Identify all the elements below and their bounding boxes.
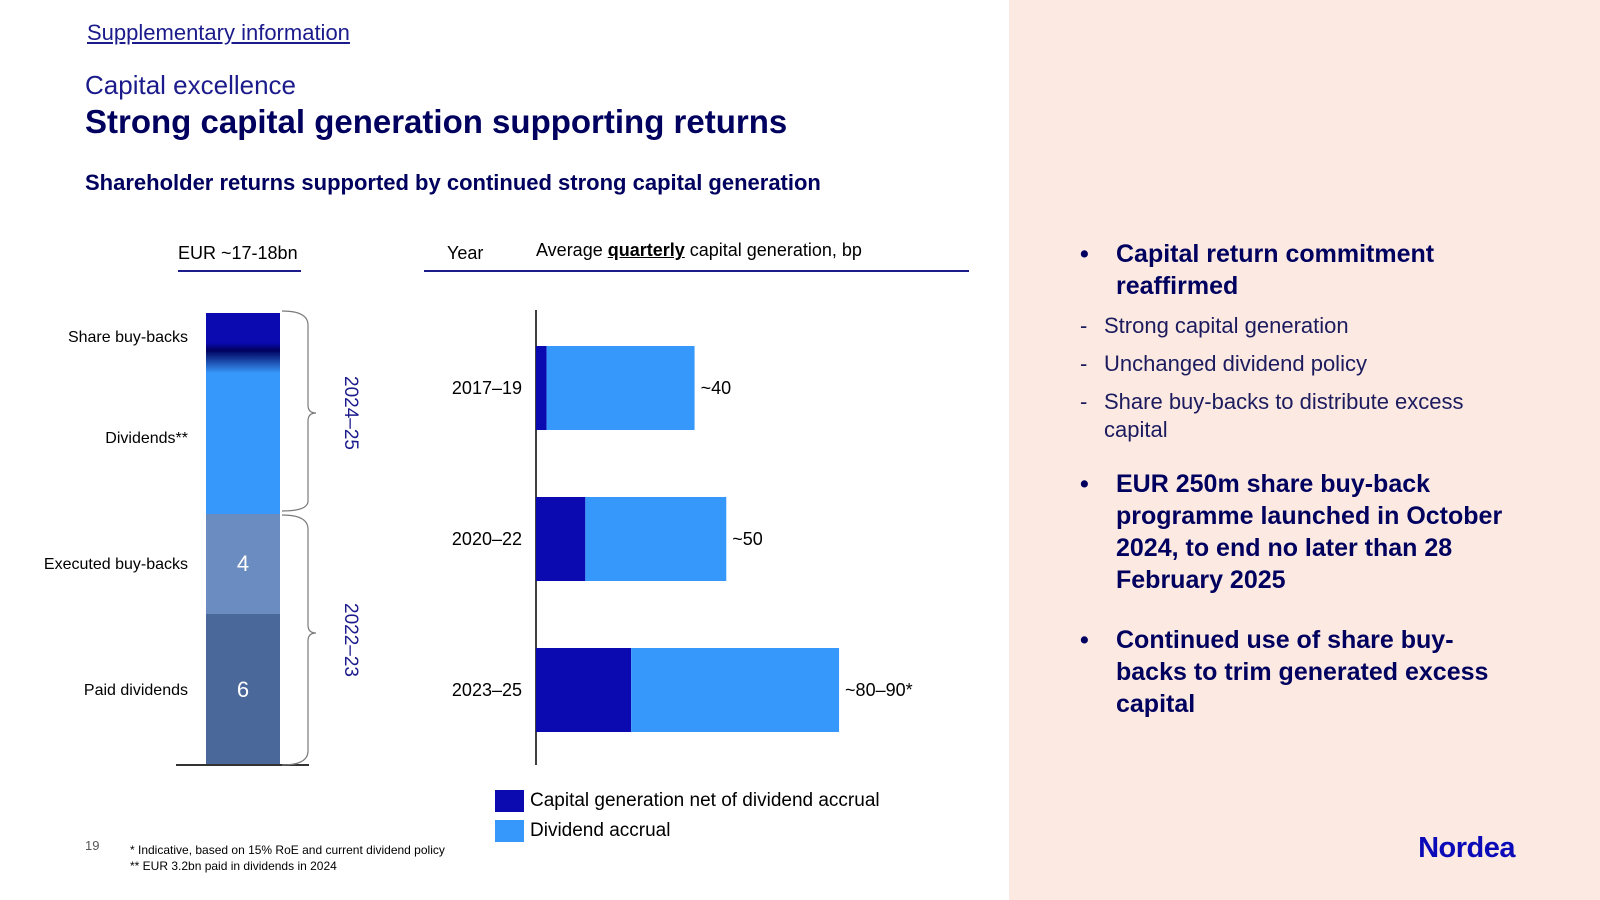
capital-generation-chart: 2017–19 ~40 2020–22 ~50 2023–25 ~80–90*: [452, 310, 913, 765]
bullet-1: • Capital return commitment reaffirmed: [1080, 238, 1520, 302]
data-label-1: ~50: [732, 529, 763, 549]
dash-1: -: [1080, 313, 1088, 338]
legend-item-net: Capital generation net of dividend accru…: [495, 790, 880, 812]
legend-label-dividend: Dividend accrual: [530, 820, 671, 841]
legend-label-net: Capital generation net of dividend accru…: [530, 790, 880, 811]
bar-net-0: [536, 346, 547, 430]
legend-swatch-net: [495, 790, 524, 812]
bullet-3-text: Continued use of share buy-backs to trim…: [1116, 626, 1489, 718]
data-label-0: ~40: [701, 378, 732, 398]
bullet-dot-1: •: [1080, 240, 1089, 268]
bar-dividend-0: [546, 346, 695, 430]
sub-bullet-1-text: Strong capital generation: [1104, 313, 1349, 338]
dividends-segment: [206, 373, 280, 514]
avg-header-suffix: capital generation, bp: [684, 240, 862, 260]
period-brackets: [281, 310, 317, 766]
nordea-logo: Nordea: [1418, 832, 1515, 864]
sub-bullet-1: - Strong capital generation: [1080, 312, 1520, 340]
legend-swatch-dividend: [495, 820, 524, 842]
bracket-label-2022-23: 2022–23: [340, 603, 361, 677]
footnote-1: * Indicative, based on 15% RoE and curre…: [130, 843, 445, 857]
sub-bullet-3: - Share buy-backs to distribute excess ca…: [1080, 388, 1520, 444]
data-label-2: ~80–90*: [845, 680, 913, 700]
executed-buybacks-label: Executed buy-backs: [43, 556, 188, 573]
paid-dividends-segment: 6: [206, 614, 280, 765]
share-buybacks-segment: [206, 313, 280, 373]
supplementary-link[interactable]: Supplementary information: [87, 20, 350, 45]
bracket-2022-23: [281, 514, 317, 766]
sub-bullet-2-text: Unchanged dividend policy: [1104, 351, 1367, 376]
avg-header: Average quarterly capital generation, bp: [536, 240, 862, 261]
dash-3: -: [1080, 389, 1088, 414]
page-title: Strong capital generation supporting ret…: [85, 103, 788, 140]
sub-bullet-3-text: Share buy-backs to distribute excess cap…: [1104, 389, 1464, 442]
section-heading: Shareholder returns supported by continu…: [85, 170, 821, 195]
category-label-2: 2023–25: [452, 680, 522, 700]
bar-net-1: [536, 497, 586, 581]
stack-baseline: [176, 764, 309, 766]
page-number: 19: [85, 838, 100, 853]
bar-dividend-2: [631, 648, 840, 732]
avg-header-prefix: Average: [536, 240, 608, 260]
bullet-1-subs: - Strong capital generation - Unchanged di…: [1080, 312, 1520, 444]
legend-item-dividend: Dividend accrual: [495, 820, 880, 842]
bullet-3: • Continued use of share buy-backs to tr…: [1080, 624, 1520, 720]
bullet-2-text: EUR 250m share buy-back programme launch…: [1116, 470, 1503, 594]
bullet-dot-3: •: [1080, 626, 1089, 654]
stack-header-rule: [178, 270, 301, 272]
bracket-label-2024-25: 2024–25: [340, 376, 361, 450]
avg-header-emph: quarterly: [607, 240, 685, 260]
stacked-column: 4 6: [206, 313, 280, 765]
bullet-list: • Capital return commitment reaffirmed -…: [1080, 238, 1520, 720]
right-panel: [1009, 0, 1600, 900]
stack-header: EUR ~17-18bn: [178, 243, 298, 263]
bracket-2024-25: [281, 310, 317, 512]
executed-buybacks-segment: 4: [206, 514, 280, 614]
bar-dividend-1: [585, 497, 727, 581]
year-header: Year: [447, 243, 484, 263]
footnote-2: ** EUR 3.2bn paid in dividends in 2024: [130, 859, 337, 873]
category-label-1: 2020–22: [452, 529, 522, 549]
share-buybacks-label: Share buy-backs: [67, 329, 188, 346]
page-subtitle: Capital excellence: [85, 70, 297, 100]
sub-bullet-2: - Unchanged dividend policy: [1080, 350, 1520, 378]
bullet-2: • EUR 250m share buy-back programme laun…: [1080, 468, 1520, 596]
dividends-label: Dividends**: [105, 430, 188, 447]
bar-net-2: [536, 648, 632, 732]
chart-header-rule: [424, 270, 969, 272]
bullet-1-text: Capital return commitment reaffirmed: [1116, 240, 1435, 300]
category-label-0: 2017–19: [452, 378, 522, 398]
chart-legend: Capital generation net of dividend accru…: [495, 790, 880, 842]
paid-dividends-label: Paid dividends: [83, 682, 188, 699]
bullet-dot-2: •: [1080, 470, 1089, 498]
dash-2: -: [1080, 351, 1088, 376]
